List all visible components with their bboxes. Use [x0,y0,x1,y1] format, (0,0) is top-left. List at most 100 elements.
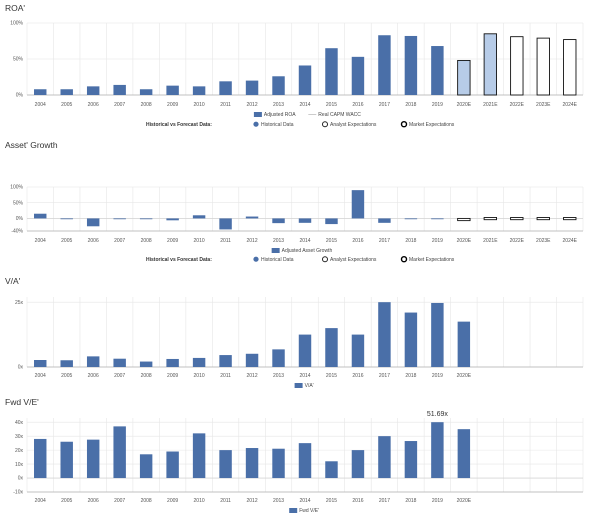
y-tick-label: 25x [15,300,24,306]
x-tick-label: 2015 [326,498,337,504]
historical-bar [272,76,285,95]
legend-label: Adjusted ROA [264,112,296,118]
legend-swatch-bar [253,112,262,117]
market-forecast-bar [510,217,524,221]
historical-bar [351,190,365,219]
x-tick-label: 2011 [220,102,231,108]
x-tick-label: 2022E [510,102,525,108]
historical-bar [325,218,338,225]
x-tick-label: 2005 [61,102,72,108]
forecast-legend-item: Analyst Expectations [330,122,377,128]
market-forecast-bar [563,217,577,221]
x-tick-label: 2005 [61,498,72,504]
legend-swatch-bar [289,508,298,513]
historical-bar [431,302,444,367]
y-tick-label: 100% [10,185,23,191]
historical-bar [192,433,206,479]
historical-bar [86,218,100,227]
x-tick-label: 2004 [35,373,46,379]
historical-bar [325,461,338,479]
x-tick-label: 2019 [432,498,443,504]
x-tick-label: 2013 [273,373,284,379]
market-forecast-bar [510,36,524,96]
x-tick-label: 2005 [61,373,72,379]
historical-bar [113,426,126,479]
x-tick-label: 2008 [141,373,152,379]
x-tick-label: 2016 [352,238,363,244]
x-tick-label: 2011 [220,238,231,244]
x-tick-label: 2012 [246,373,257,379]
x-tick-label: 2013 [273,102,284,108]
historical-marker [253,256,259,262]
x-tick-label: 2020E [457,238,472,244]
x-tick-label: 2007 [114,102,125,108]
x-tick-label: 2016 [352,498,363,504]
x-tick-label: 2015 [326,373,337,379]
x-tick-label: 2011 [220,498,231,504]
historical-bar [457,321,471,367]
historical-bar [60,360,73,367]
historical-bar [192,215,206,219]
forecast-legend-heading: Historical vs Forecast Data: [146,122,212,128]
y-tick-label: 20x [15,448,24,454]
y-tick-label: 100% [10,21,23,27]
historical-bar [192,357,206,367]
x-tick-label: 2010 [194,102,205,108]
historical-bar [34,360,47,367]
market-forecast-bar [563,39,577,96]
historical-bar [245,448,259,479]
historical-bar [113,84,126,95]
x-tick-label: 2017 [379,102,390,108]
x-tick-label: 2006 [88,373,99,379]
chart-title: Fwd V/E' [5,397,39,407]
x-tick-label: 2015 [326,102,337,108]
historical-bar [219,81,232,95]
x-tick-label: 2018 [405,498,416,504]
analyst-forecast-bar [457,59,471,96]
y-tick-label: 0x [18,476,24,482]
x-tick-label: 2007 [114,498,125,504]
x-tick-label: 2020E [457,102,472,108]
historical-bar [166,451,179,479]
x-tick-label: 2014 [299,373,310,379]
x-tick-label: 2016 [352,373,363,379]
data-label: 51.69x [427,411,449,418]
historical-bar [113,218,126,220]
historical-bar [166,85,179,95]
y-tick-label: 10x [15,462,24,468]
historical-bar [298,65,312,95]
x-tick-label: 2004 [35,102,46,108]
historical-bar [325,48,338,95]
historical-bar [139,218,153,220]
analyst-forecast-bar [483,33,498,96]
chart-fwd_ve: Fwd V/E' -10x 0x 10x 20x 30x 40x 2004 2005 2006 20… [5,397,584,514]
chart-title: V/A' [5,276,21,286]
forecast-legend-item: Historical Data [261,122,294,128]
historical-bar [272,349,285,367]
x-tick-label: 2023E [536,238,551,244]
y-tick-label: 0% [16,93,24,99]
x-tick-label: 2004 [35,238,46,244]
x-tick-label: 2024E [563,102,578,108]
x-tick-label: 2016 [352,102,363,108]
historical-bar [34,438,47,479]
historical-marker [253,121,259,127]
x-tick-label: 2017 [379,498,390,504]
historical-bar [113,358,126,367]
x-tick-label: 2009 [167,498,178,504]
x-tick-label: 2020E [457,373,472,379]
x-tick-label: 2019 [432,373,443,379]
x-tick-label: 2018 [405,102,416,108]
historical-bar [219,355,232,367]
y-tick-label: 50% [13,57,24,63]
x-tick-label: 2017 [379,373,390,379]
historical-bar [351,450,365,479]
legend-swatch-bar [294,383,303,388]
historical-bar [298,218,312,223]
legend-label: Adjusted Asset Growth [282,248,333,254]
historical-bar [60,218,73,220]
historical-bar [378,35,391,95]
historical-bar [192,86,206,95]
historical-bar [325,328,338,367]
